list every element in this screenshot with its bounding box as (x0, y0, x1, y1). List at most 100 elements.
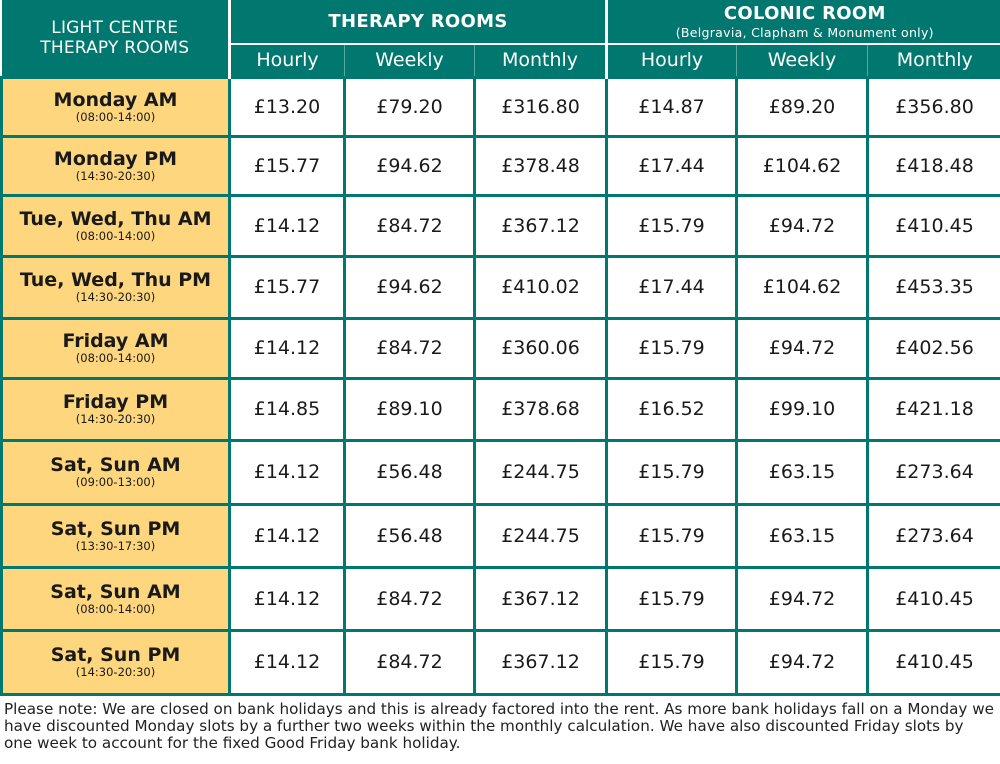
therapy-hourly-price: £14.12 (228, 193, 346, 258)
therapy-rooms-title: THERAPY ROOMS (328, 11, 508, 32)
colonic-hourly-price: £15.79 (605, 316, 739, 380)
time-slot-name: Monday AM (53, 88, 178, 111)
colonic-weekly-price: £63.15 (735, 502, 870, 569)
colonic-weekly-price: £104.62 (735, 134, 870, 197)
therapy-hourly-price: £15.77 (228, 254, 346, 320)
therapy-hourly-price: £14.12 (228, 316, 346, 380)
row-label-cell: Monday PM (14:30-20:30) (0, 134, 231, 197)
time-slot-name: Friday AM (62, 330, 169, 352)
therapy-monthly-price: £378.48 (472, 134, 609, 197)
therapy-hourly-price: £14.12 (228, 502, 346, 569)
table-row: Sat, Sun PM (14:30-20:30) £14.12 £84.72 £367… (0, 628, 1000, 696)
table-row: Friday PM (14:30-20:30) £14.85 £89.10 £378.6… (0, 376, 1000, 442)
table-body: Monday AM (08:00-14:00) £13.20 £79.20 £316.8… (0, 75, 1000, 696)
colonic-monthly-price: £418.48 (866, 134, 1000, 197)
time-slot-hours: (14:30-20:30) (75, 168, 156, 183)
colonic-hourly-price: £15.79 (605, 628, 739, 696)
row-label-cell: Tue, Wed, Thu PM (14:30-20:30) (0, 254, 231, 320)
colonic-monthly-price: £421.18 (866, 376, 1000, 442)
row-label-cell: Sat, Sun AM (08:00-14:00) (0, 565, 231, 632)
time-slot-name: Monday PM (53, 147, 178, 170)
time-slot-hours: (09:00-13:00) (75, 475, 156, 489)
therapy-monthly-price: £410.02 (472, 254, 609, 320)
colonic-hourly-price: £14.87 (605, 75, 739, 138)
time-slot-hours: (14:30-20:30) (75, 665, 156, 679)
colonic-monthly-price: £402.56 (866, 316, 1000, 380)
therapy-weekly-price: £79.20 (343, 75, 476, 138)
table-row: Friday AM (08:00-14:00) £14.12 £84.72 £360.0… (0, 316, 1000, 380)
colonic-monthly-price: £410.45 (866, 193, 1000, 258)
time-slot-hours: (14:30-20:30) (75, 290, 156, 304)
column-header-weekly: Weekly (344, 44, 475, 77)
column-header-hourly: Hourly (229, 44, 345, 77)
therapy-weekly-price: £84.72 (343, 565, 476, 632)
colonic-room-subtitle: (Belgravia, Clapham & Monument only) (675, 25, 934, 40)
time-slot-name: Tue, Wed, Thu AM (19, 207, 212, 230)
colonic-weekly-price: £104.62 (735, 254, 870, 320)
column-header-monthly: Monthly (474, 44, 609, 77)
colonic-hourly-price: £15.79 (605, 438, 739, 506)
column-header-monthly: Monthly (867, 44, 1000, 77)
time-slot-hours: (08:00-14:00) (75, 109, 156, 124)
colonic-room-group-header: COLONIC ROOM (Belgravia, Clapham & Monum… (606, 0, 1000, 45)
table-row: Tue, Wed, Thu AM (08:00-14:00) £14.12 £84.7… (0, 193, 1000, 258)
colonic-hourly-price: £16.52 (605, 376, 739, 442)
therapy-monthly-price: £367.12 (472, 565, 609, 632)
row-label-cell: Friday AM (08:00-14:00) (0, 316, 231, 380)
therapy-weekly-price: £89.10 (343, 376, 476, 442)
colonic-hourly-price: £15.79 (605, 502, 739, 569)
therapy-weekly-price: £56.48 (343, 438, 476, 506)
colonic-hourly-price: £17.44 (605, 254, 739, 320)
row-label-cell: Sat, Sun PM (14:30-20:30) (0, 628, 231, 696)
therapy-monthly-price: £367.12 (472, 193, 609, 258)
therapy-hourly-price: £14.12 (228, 628, 346, 696)
row-label-cell: Sat, Sun AM (09:00-13:00) (0, 438, 231, 506)
table-row: Sat, Sun PM (13:30-17:30) £14.12 £56.48 £244… (0, 502, 1000, 569)
therapy-hourly-price: £14.12 (228, 438, 346, 506)
therapy-monthly-price: £378.68 (472, 376, 609, 442)
row-label-cell: Monday AM (08:00-14:00) (0, 75, 231, 138)
corner-title-line1: LIGHT CENTRE (51, 17, 179, 38)
time-slot-name: Sat, Sun PM (50, 517, 181, 540)
colonic-weekly-price: £94.72 (735, 193, 870, 258)
table-row: Sat, Sun AM (08:00-14:00) £14.12 £84.72 £367… (0, 565, 1000, 632)
therapy-monthly-price: £244.75 (472, 438, 609, 506)
corner-title-line2: THERAPY ROOMS (40, 37, 190, 58)
colonic-weekly-price: £89.20 (735, 75, 870, 138)
footnote-text: Please note: We are closed on bank holid… (4, 699, 994, 752)
time-slot-name: Tue, Wed, Thu PM (19, 269, 212, 291)
colonic-weekly-price: £94.72 (735, 628, 870, 696)
therapy-weekly-price: £94.62 (343, 254, 476, 320)
therapy-weekly-price: £84.72 (343, 628, 476, 696)
colonic-monthly-price: £453.35 (866, 254, 1000, 320)
time-slot-name: Sat, Sun AM (50, 454, 181, 476)
time-slot-hours: (08:00-14:00) (75, 228, 156, 243)
row-label-cell: Friday PM (14:30-20:30) (0, 376, 231, 442)
therapy-monthly-price: £367.12 (472, 628, 609, 696)
time-slot-name: Friday PM (62, 391, 169, 413)
therapy-hourly-price: £14.12 (228, 565, 346, 632)
colonic-room-title: COLONIC ROOM (723, 3, 886, 24)
time-slot-name: Sat, Sun AM (50, 580, 181, 603)
therapy-monthly-price: £244.75 (472, 502, 609, 569)
time-slot-name: Sat, Sun PM (50, 644, 181, 666)
therapy-hourly-price: £13.20 (228, 75, 346, 138)
therapy-weekly-price: £84.72 (343, 316, 476, 380)
colonic-weekly-price: £94.72 (735, 316, 870, 380)
time-slot-hours: (08:00-14:00) (75, 351, 156, 365)
colonic-monthly-price: £410.45 (866, 565, 1000, 632)
colonic-weekly-price: £99.10 (735, 376, 870, 442)
colonic-monthly-price: £273.64 (866, 438, 1000, 506)
therapy-hourly-price: £14.85 (228, 376, 346, 442)
row-label-cell: Sat, Sun PM (13:30-17:30) (0, 502, 231, 569)
table-row: Monday AM (08:00-14:00) £13.20 £79.20 £316.8… (0, 75, 1000, 138)
table-row: Monday PM (14:30-20:30) £15.77 £94.62 £378.4… (0, 134, 1000, 197)
row-label-cell: Tue, Wed, Thu AM (08:00-14:00) (0, 193, 231, 258)
colonic-monthly-price: £356.80 (866, 75, 1000, 138)
table-row: Sat, Sun AM (09:00-13:00) £14.12 £56.48 £244… (0, 438, 1000, 506)
column-header-weekly: Weekly (736, 44, 869, 77)
therapy-rooms-group-header: THERAPY ROOMS (229, 0, 609, 45)
therapy-monthly-price: £360.06 (472, 316, 609, 380)
table-corner-title: LIGHT CENTRE THERAPY ROOMS (1, 0, 231, 77)
colonic-weekly-price: £94.72 (735, 565, 870, 632)
